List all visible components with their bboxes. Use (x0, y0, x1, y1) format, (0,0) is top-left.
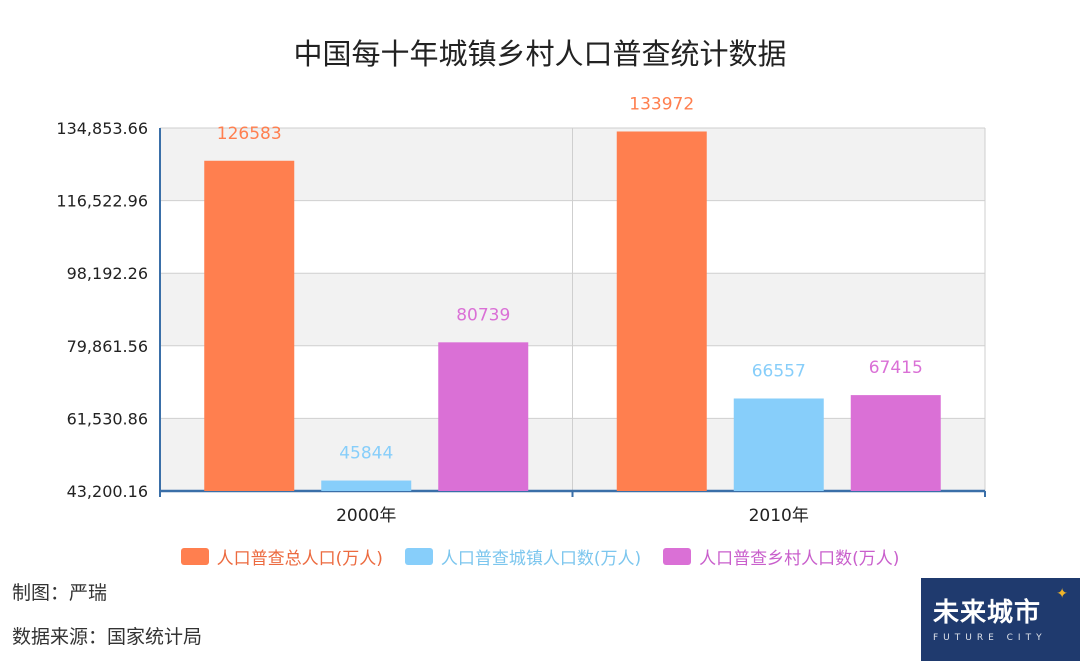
y-tick-label: 116,522.96 (56, 192, 148, 211)
x-tick-label: 2000年 (336, 506, 396, 526)
legend-label: 人口普查城镇人口数(万人) (440, 549, 642, 569)
y-tick-label: 61,530.86 (67, 409, 148, 428)
bar (850, 395, 941, 491)
star-icon: ✦ (1056, 586, 1068, 602)
plot-area: 43,200.16 61,530.86 79,861.56 98,192.26 116,… (56, 94, 986, 526)
data-label: 133972 (629, 94, 694, 114)
legend: 人口普查总人口(万人) 人口普查城镇人口数(万人) 人口普查乡村人口数(万人) (0, 544, 1080, 569)
x-tick-label: 2010年 (749, 506, 809, 526)
legend-label: 人口普查总人口(万人) (216, 549, 383, 569)
bar (204, 160, 295, 491)
bar-chart: 中国每十年城镇乡村人口普查统计数据 43,200.16 61,530.86 79,8… (56, 37, 986, 526)
y-tick-label: 134,853.66 (56, 119, 148, 138)
legend-swatch (663, 548, 692, 565)
bar (438, 342, 529, 491)
legend-item[interactable]: 人口普查总人口(万人) (180, 544, 383, 569)
data-label: 80739 (456, 305, 510, 325)
credit-text: 制图：严瑞 (12, 582, 108, 604)
bar (321, 480, 412, 491)
brand-logo: 未来城市 FUTURE CITY ✦ (921, 578, 1080, 661)
legend-swatch (404, 548, 433, 565)
chart-title: 中国每十年城镇乡村人口普查统计数据 (293, 37, 786, 71)
legend-item[interactable]: 人口普查乡村人口数(万人) (663, 544, 899, 569)
bar (733, 398, 824, 491)
logo-subtext: FUTURE CITY (933, 633, 1047, 643)
data-label: 126583 (217, 124, 282, 144)
data-label: 67415 (869, 358, 923, 378)
data-label: 45844 (339, 444, 393, 464)
y-tick-label: 98,192.26 (67, 264, 148, 283)
y-tick-label: 43,200.16 (67, 482, 148, 501)
data-label: 66557 (752, 361, 806, 381)
source-text: 数据来源：国家统计局 (12, 626, 203, 648)
legend-swatch (180, 548, 209, 565)
bar (616, 131, 707, 491)
logo-text: 未来城市 (933, 598, 1042, 628)
legend-item[interactable]: 人口普查城镇人口数(万人) (404, 544, 642, 569)
y-tick-label: 79,861.56 (67, 337, 148, 356)
legend-label: 人口普查乡村人口数(万人) (699, 549, 900, 569)
